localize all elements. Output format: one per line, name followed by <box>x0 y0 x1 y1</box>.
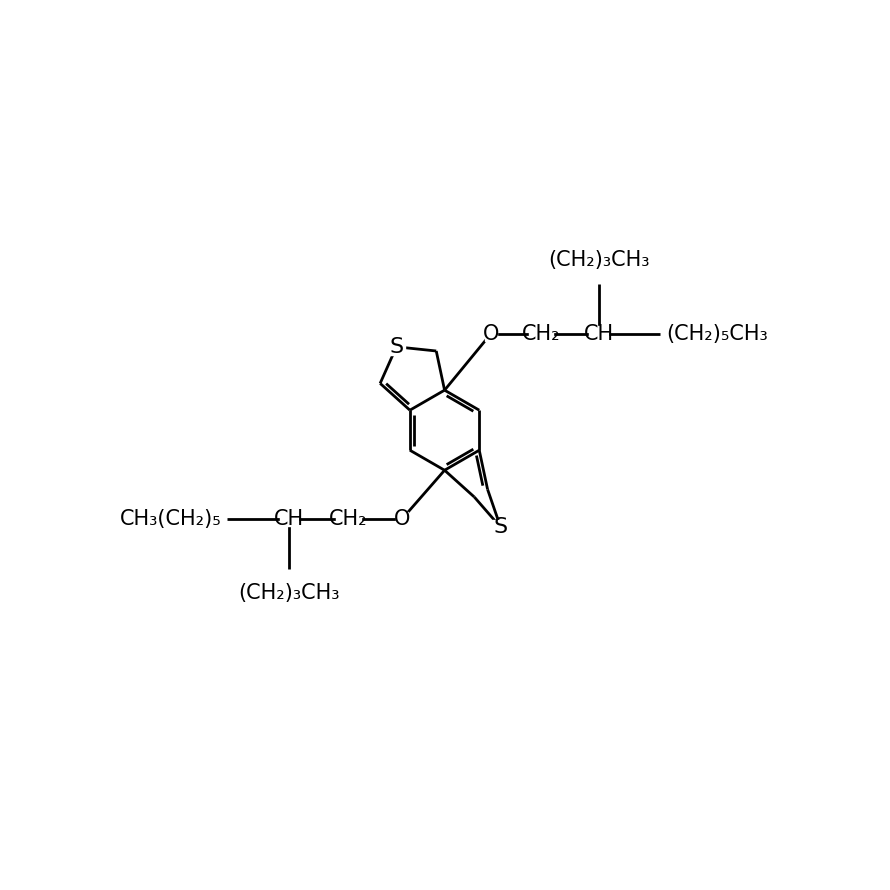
Text: S: S <box>494 517 507 538</box>
Bar <box>492 520 509 535</box>
Text: O: O <box>482 324 499 344</box>
Text: CH₂: CH₂ <box>522 324 560 344</box>
Bar <box>529 327 554 342</box>
Text: S: S <box>389 336 403 357</box>
Bar <box>485 327 497 341</box>
Text: O: O <box>394 509 410 529</box>
Bar <box>589 327 608 342</box>
Bar <box>279 511 298 527</box>
Text: CH: CH <box>274 509 304 529</box>
Bar <box>388 339 405 354</box>
Bar <box>336 511 360 527</box>
Text: (CH₂)₅CH₃: (CH₂)₅CH₃ <box>667 324 768 344</box>
Text: CH: CH <box>584 324 613 344</box>
Text: (CH₂)₃CH₃: (CH₂)₃CH₃ <box>239 583 340 603</box>
Bar <box>396 512 409 526</box>
Text: (CH₂)₃CH₃: (CH₂)₃CH₃ <box>548 250 650 270</box>
Text: CH₂: CH₂ <box>329 509 368 529</box>
Text: CH₃(CH₂)₅: CH₃(CH₂)₅ <box>119 509 222 529</box>
